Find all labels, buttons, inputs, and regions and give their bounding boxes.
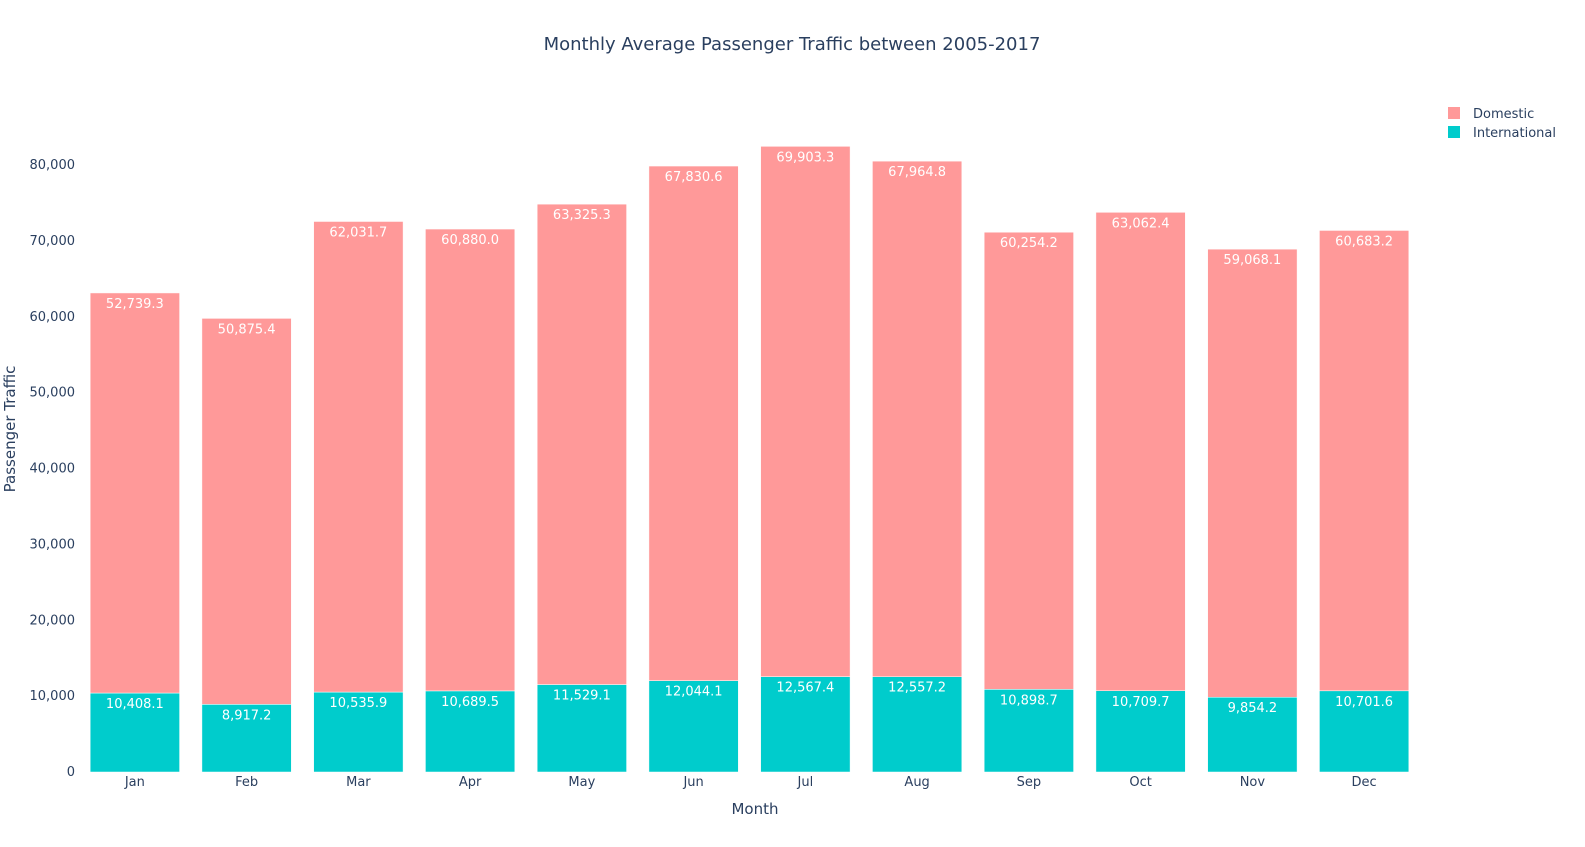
y-tick-label: 70,000 [30,234,76,249]
x-tick-label: Oct [1129,775,1151,790]
y-tick-label: 20,000 [30,613,76,628]
bar-label-international-mar: 10,535.9 [329,696,387,711]
bar-label-international-sep: 10,898.7 [1000,693,1058,708]
chart-title: Monthly Average Passenger Traffic betwee… [544,34,1041,55]
bar-domestic-may[interactable] [536,203,627,685]
x-tick-label: Feb [235,775,258,790]
y-tick-label: 0 [67,765,75,780]
y-axis-title: Passenger Traffic [1,366,19,493]
bar-international-oct[interactable] [1095,690,1186,773]
bar-label-international-jun: 12,044.1 [665,685,723,700]
x-tick-label: Dec [1352,775,1377,790]
x-tick-label: Apr [459,775,482,790]
x-tick-label: Mar [346,775,371,790]
bar-domestic-oct[interactable] [1095,212,1186,692]
bar-label-international-apr: 10,689.5 [441,695,499,710]
y-tick-label: 50,000 [30,386,76,401]
legend-swatch [1448,107,1460,119]
y-tick-label: 40,000 [30,462,76,477]
bar-international-aug[interactable] [872,676,963,773]
legend-item-domestic[interactable]: Domestic [1448,107,1534,122]
bar-label-domestic-feb: 50,875.4 [218,322,276,337]
legend-item-international[interactable]: International [1448,126,1556,141]
bar-international-sep[interactable] [983,689,1074,773]
bar-international-jun[interactable] [648,680,739,773]
legend[interactable]: Domestic International [1448,107,1556,141]
y-tick-label: 60,000 [30,310,76,325]
bar-label-domestic-mar: 62,031.7 [329,225,387,240]
bar-labels-group: 10,408.1 8,917.2 10,535.9 10,689.5 11,529.1 1… [106,150,1393,723]
bar-label-international-nov: 9,854.2 [1228,701,1278,716]
bar-domestic-aug[interactable] [872,160,963,677]
bar-label-domestic-jun: 67,830.6 [665,170,723,185]
x-tick-label: Jul [797,775,814,790]
bar-international-dec[interactable] [1319,690,1410,773]
bar-domestic-apr[interactable] [425,228,516,692]
y-tick-label: 80,000 [30,158,76,173]
bar-label-international-jan: 10,408.1 [106,697,164,712]
x-tick-label: Sep [1017,775,1042,790]
bar-domestic-dec[interactable] [1319,230,1410,692]
x-tick-label: Aug [904,775,929,790]
x-tick-label: Jun [682,775,703,790]
y-tick-label: 10,000 [30,689,76,704]
bar-domestic-jun[interactable] [648,165,739,681]
bars-group [89,146,1410,773]
bar-label-domestic-jan: 52,739.3 [106,297,164,312]
bar-label-international-oct: 10,709.7 [1112,695,1170,710]
x-tick-label: Nov [1240,775,1266,790]
legend-label: International [1473,126,1556,141]
x-tick-label: May [568,775,595,790]
bar-label-domestic-may: 63,325.3 [553,208,611,223]
bar-international-jan[interactable] [89,692,180,773]
bar-label-international-jul: 12,567.4 [776,681,834,696]
bar-label-international-feb: 8,917.2 [222,708,272,723]
x-axis-title: Month [731,800,778,818]
bar-international-apr[interactable] [425,690,516,773]
y-axis-ticks: 0 10,000 20,000 30,000 40,000 50,000 60,000 70,… [30,158,76,780]
bar-domestic-jul[interactable] [760,146,851,677]
bar-international-may[interactable] [536,684,627,773]
bar-label-international-dec: 10,701.6 [1335,695,1393,710]
legend-label: Domestic [1473,107,1534,122]
bar-label-domestic-oct: 63,062.4 [1112,216,1170,231]
bar-domestic-sep[interactable] [983,231,1074,690]
bar-label-domestic-sep: 60,254.2 [1000,236,1058,251]
bar-domestic-mar[interactable] [313,221,404,693]
bar-international-jul[interactable] [760,676,851,773]
x-tick-label: Jan [124,775,145,790]
bar-label-domestic-nov: 59,068.1 [1223,253,1281,268]
y-tick-label: 30,000 [30,537,76,552]
bar-international-feb[interactable] [201,704,292,773]
bar-domestic-feb[interactable] [201,318,292,705]
bar-label-domestic-dec: 60,683.2 [1335,234,1393,249]
bar-international-nov[interactable] [1207,696,1298,773]
bar-domestic-jan[interactable] [89,292,180,694]
bar-label-domestic-apr: 60,880.0 [441,233,499,248]
bar-label-domestic-jul: 69,903.3 [776,150,834,165]
x-axis-ticks: Jan Feb Mar Apr May Jun Jul Aug Sep Oct Nov Dec [124,775,1377,790]
bar-label-international-aug: 12,557.2 [888,681,946,696]
bar-domestic-nov[interactable] [1207,248,1298,698]
legend-swatch [1448,126,1460,138]
bar-label-international-may: 11,529.1 [553,689,611,704]
bar-label-domestic-aug: 67,964.8 [888,165,946,180]
